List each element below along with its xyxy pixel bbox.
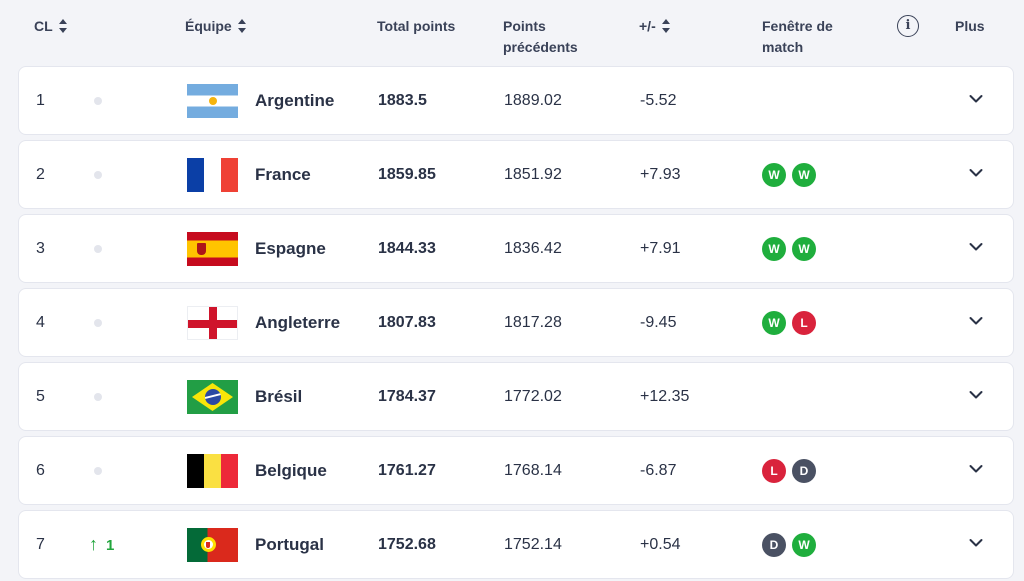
sort-diff-button[interactable]: +/- <box>639 16 671 37</box>
sort-team-button[interactable]: Équipe <box>185 16 247 37</box>
arrow-up-icon: ↑ <box>89 534 98 554</box>
globe-icon <box>204 389 221 405</box>
table-row[interactable]: 4 Angleterre 1807.83 1817.28 -9.45 W L <box>18 288 1014 357</box>
previous-points: 1752.14 <box>504 536 562 553</box>
total-points: 1844.33 <box>378 240 436 257</box>
match-window-header: Fenêtre de match <box>762 18 833 55</box>
no-change-dot <box>94 245 102 253</box>
team-name[interactable]: Espagne <box>255 239 326 258</box>
coat-of-arms-icon <box>197 243 206 255</box>
sort-icon <box>237 18 247 34</box>
team-name[interactable]: Argentine <box>255 91 335 110</box>
no-change-dot <box>94 319 102 327</box>
table-row[interactable]: 5 Brésil 1784.37 1772.02 +12.35 <box>18 362 1014 431</box>
result-badge: W <box>792 237 816 261</box>
previous-points: 1889.02 <box>504 92 562 109</box>
chevron-down-icon[interactable] <box>969 242 983 252</box>
total-points: 1761.27 <box>378 462 436 479</box>
total-points: 1784.37 <box>378 388 436 405</box>
sort-icon <box>58 18 68 34</box>
rank-movement: ↑ 1 <box>89 534 115 554</box>
no-change-dot <box>94 97 102 105</box>
rank-header-label: CL <box>34 18 53 34</box>
previous-points: 1817.28 <box>504 314 562 331</box>
result-badge: W <box>762 163 786 187</box>
rank-value: 1 <box>36 92 45 109</box>
shield-icon <box>200 537 216 552</box>
points-diff: +12.35 <box>640 388 690 405</box>
chevron-down-icon[interactable] <box>969 316 983 326</box>
team-name[interactable]: France <box>255 165 311 184</box>
table-row[interactable]: 3 Espagne 1844.33 1836.42 +7.91 W W <box>18 214 1014 283</box>
rank-value: 6 <box>36 462 45 479</box>
info-icon[interactable]: i <box>897 15 919 37</box>
rank-value: 5 <box>36 388 45 405</box>
rank-value: 2 <box>36 166 45 183</box>
chevron-down-icon[interactable] <box>969 538 983 548</box>
total-points: 1859.85 <box>378 166 436 183</box>
rank-value: 3 <box>36 240 45 257</box>
points-diff: +7.91 <box>640 240 681 257</box>
chevron-down-icon[interactable] <box>969 464 983 474</box>
flag-belgium-icon <box>187 454 238 488</box>
flag-brazil-icon <box>187 380 238 414</box>
flag-portugal-icon <box>187 528 238 562</box>
sun-icon <box>208 97 217 105</box>
previous-points: 1851.92 <box>504 166 562 183</box>
total-points: 1807.83 <box>378 314 436 331</box>
flag-france-icon <box>187 158 238 192</box>
no-change-dot <box>94 467 102 475</box>
team-name[interactable]: Angleterre <box>255 313 341 332</box>
points-diff: -6.87 <box>640 462 677 479</box>
result-badge: W <box>762 237 786 261</box>
points-diff: +0.54 <box>640 536 681 553</box>
flag-spain-icon <box>187 232 238 266</box>
points-diff: -9.45 <box>640 314 677 331</box>
result-badge: W <box>762 311 786 335</box>
team-name[interactable]: Brésil <box>255 387 303 406</box>
result-badge: D <box>792 459 816 483</box>
rank-value: 7 <box>36 536 45 553</box>
more-header: Plus <box>955 18 985 34</box>
total-points-header: Total points <box>377 18 456 34</box>
flag-england-icon <box>187 306 238 340</box>
flag-argentina-icon <box>187 84 238 118</box>
diff-header-label: +/- <box>639 18 656 34</box>
team-name[interactable]: Belgique <box>255 461 327 480</box>
previous-points: 1772.02 <box>504 388 562 405</box>
table-header: CL Équipe Total points Points précédents… <box>0 0 1024 66</box>
points-diff: +7.93 <box>640 166 681 183</box>
result-badge: W <box>792 163 816 187</box>
team-name[interactable]: Portugal <box>255 535 324 554</box>
sort-rank-button[interactable]: CL <box>34 16 68 37</box>
chevron-down-icon[interactable] <box>969 168 983 178</box>
team-header-label: Équipe <box>185 18 232 34</box>
previous-points-header: Points précédents <box>503 18 578 55</box>
table-row[interactable]: 2 France 1859.85 1851.92 +7.93 W W <box>18 140 1014 209</box>
result-badge: L <box>792 311 816 335</box>
result-badge: D <box>762 533 786 557</box>
rank-value: 4 <box>36 314 45 331</box>
sort-icon <box>661 18 671 34</box>
result-badge: W <box>792 533 816 557</box>
chevron-down-icon[interactable] <box>969 94 983 104</box>
no-change-dot <box>94 171 102 179</box>
chevron-down-icon[interactable] <box>969 390 983 400</box>
previous-points: 1836.42 <box>504 240 562 257</box>
table-row[interactable]: 6 Belgique 1761.27 1768.14 -6.87 L D <box>18 436 1014 505</box>
points-diff: -5.52 <box>640 92 677 109</box>
total-points: 1883.5 <box>378 92 427 109</box>
previous-points: 1768.14 <box>504 462 562 479</box>
table-row[interactable]: 1 Argentine 1883.5 1889.02 -5.52 <box>18 66 1014 135</box>
result-badge: L <box>762 459 786 483</box>
no-change-dot <box>94 393 102 401</box>
total-points: 1752.68 <box>378 536 436 553</box>
table-row[interactable]: 7 ↑ 1 Portugal 1752.68 1752.14 +0.54 D W <box>18 510 1014 579</box>
